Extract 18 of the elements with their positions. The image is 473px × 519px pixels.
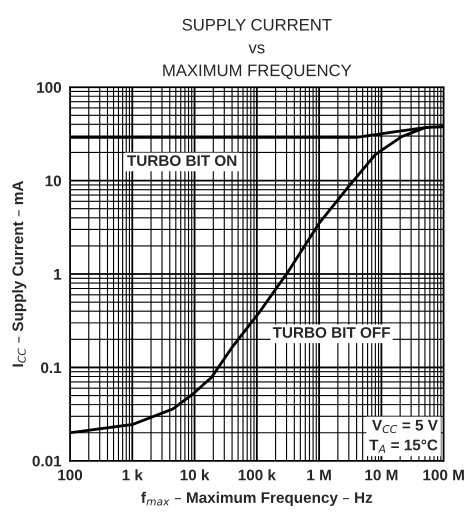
y-tick-label: 0.01	[32, 456, 62, 467]
x-tick-label: 100 M	[423, 470, 464, 480]
x-tick-label: 1 k	[122, 469, 143, 480]
series-label: TURBO BIT OFF	[272, 327, 390, 338]
y-tick-label: 100	[37, 82, 62, 93]
x-tick-label: 100	[58, 470, 82, 480]
x-tick-label: 100 k	[238, 469, 276, 480]
x-tick-label: 10 k	[180, 469, 210, 480]
x-tick-label: 10 M	[365, 470, 398, 480]
text: V$_{CC}$ = 5 V T$_{A}$ = 15°C	[369, 420, 438, 453]
chart-title: SUPPLY CURRENT vs MAXIMUM FREQUENCY	[163, 18, 352, 80]
y-tick-label: 10	[46, 175, 62, 186]
y-tick-label: 1	[54, 269, 62, 280]
y-axis-title: I$_{CC}$ – Supply Current – mA	[12, 180, 26, 367]
x-axis-title: f$_{max}$ – Maximum Frequency – Hz	[141, 492, 372, 506]
y-tick-label: 0.1	[41, 362, 62, 374]
x-tick-label: 1 M	[307, 470, 331, 480]
series-label: TURBO BIT ON	[127, 155, 236, 166]
